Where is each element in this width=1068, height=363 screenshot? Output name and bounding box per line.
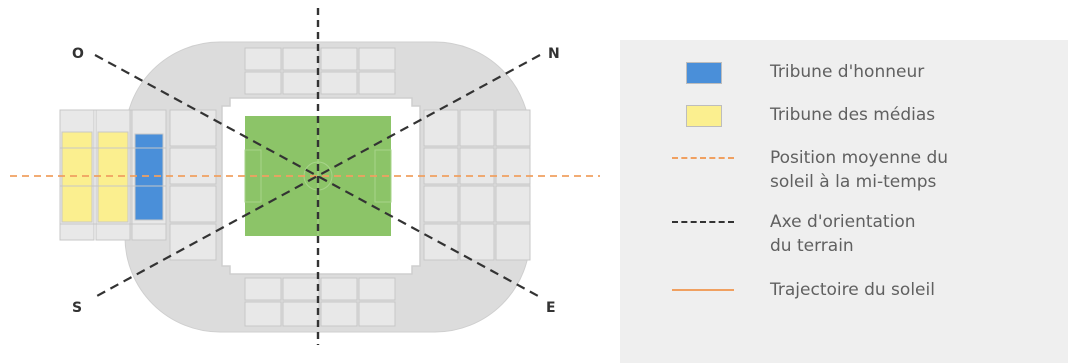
compass-east-label: E: [546, 300, 556, 316]
sun-path-line-sample: [672, 289, 734, 291]
stand-block: [358, 301, 396, 327]
honour-stand-block: [134, 133, 164, 221]
stand-block: [282, 301, 320, 327]
stand-block: [320, 71, 358, 95]
compass-south-label: S: [72, 300, 82, 316]
compass-north-label: N: [548, 46, 560, 62]
stand-block: [320, 301, 358, 327]
stand-seating-blocks: [169, 47, 531, 327]
stand-block: [459, 147, 495, 185]
stand-block: [423, 147, 459, 185]
stand-block: [244, 301, 282, 327]
stand-block: [495, 147, 531, 185]
legend-label: Tribune des médias: [770, 105, 936, 125]
stand-block: [495, 185, 531, 223]
media-stand-block: [61, 131, 93, 223]
stand-block: [244, 71, 282, 95]
stadium-diagram: O N S E: [10, 8, 600, 345]
stand-block: [320, 277, 358, 301]
stand-block: [244, 277, 282, 301]
legend: Tribune d'honneur Tribune des médias Pos…: [620, 40, 1068, 363]
compass-west-label: O: [72, 46, 84, 62]
stand-block: [358, 47, 396, 71]
stand-block: [358, 277, 396, 301]
west-annex-stand: [59, 109, 167, 241]
axis-north-south: [94, 54, 541, 298]
stand-block: [495, 223, 531, 261]
stand-block: [459, 109, 495, 147]
pitch-axis-line-sample: [672, 221, 734, 223]
axis-west-east: [94, 54, 541, 298]
media-stand-block: [97, 131, 129, 223]
stand-block: [169, 185, 217, 223]
stand-block: [282, 71, 320, 95]
stand-block: [282, 47, 320, 71]
stand-block: [459, 223, 495, 261]
stand-block: [423, 185, 459, 223]
legend-label: Trajectoire du soleil: [770, 280, 935, 300]
legend-label: Tribune d'honneur: [770, 62, 925, 82]
stand-block: [169, 147, 217, 185]
legend-label: Axe d'orientation du terrain: [770, 212, 916, 256]
stand-block: [320, 47, 358, 71]
stand-block: [169, 223, 217, 261]
honour-stand-swatch: [686, 62, 722, 84]
stand-block: [244, 47, 282, 71]
sun-position-line-sample: [672, 157, 734, 159]
media-stand-swatch: [686, 105, 722, 127]
stand-block: [169, 109, 217, 147]
stand-block: [358, 71, 396, 95]
legend-label: Position moyenne du soleil à la mi-temps: [770, 148, 949, 192]
stand-block: [495, 109, 531, 147]
stand-block: [282, 277, 320, 301]
stand-block: [459, 185, 495, 223]
